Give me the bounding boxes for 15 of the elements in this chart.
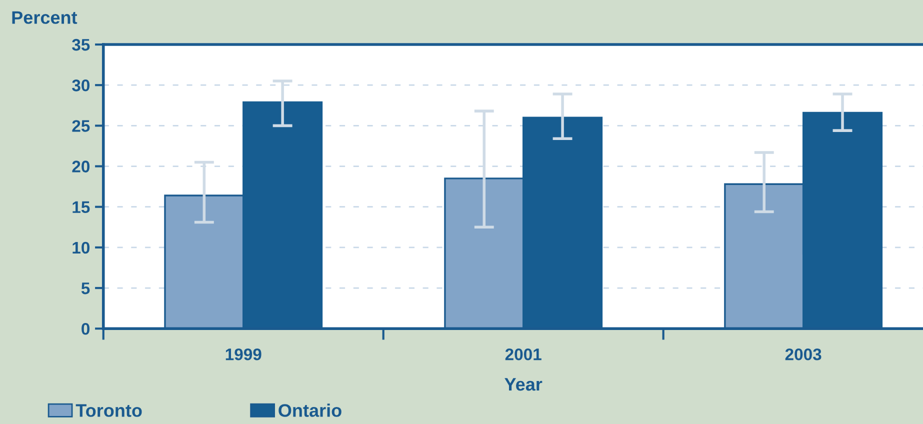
legend-label: Ontario	[278, 404, 342, 417]
x-axis-title: Year	[504, 378, 542, 391]
y-tick-label: 30	[72, 80, 90, 92]
y-tick-label: 0	[82, 323, 90, 335]
x-tick-label: 1999	[226, 348, 262, 360]
y-tick-label: 10	[72, 242, 90, 254]
y-axis-title: Percent	[12, 11, 78, 24]
y-tick-label: 25	[72, 120, 90, 132]
x-tick-label: 2003	[785, 348, 822, 360]
x-tick-label: 2001	[505, 348, 542, 360]
legend-label: Toronto	[76, 404, 142, 417]
y-tick-label: 20	[72, 160, 90, 172]
y-tick-label: 15	[72, 201, 90, 214]
y-tick-label: 5	[81, 282, 90, 294]
y-tick-label: 35	[72, 38, 90, 51]
